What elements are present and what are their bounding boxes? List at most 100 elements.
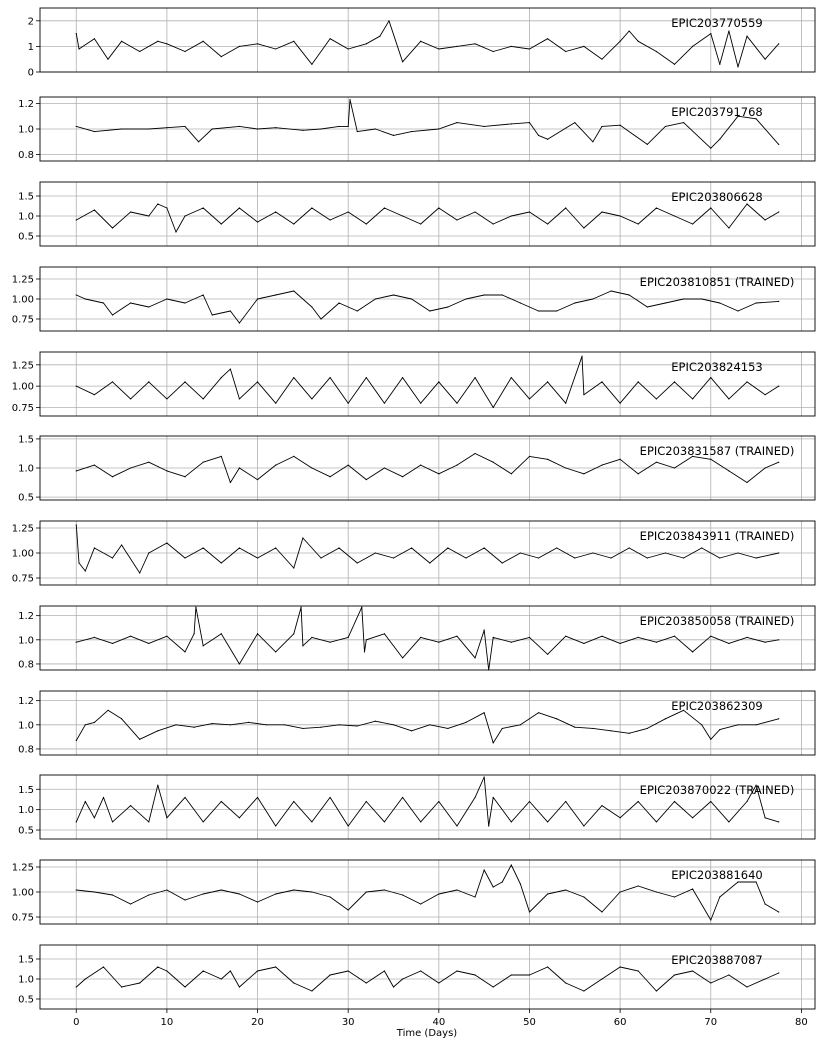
data-point [673, 635, 676, 637]
data-point [673, 974, 676, 976]
data-point [619, 40, 621, 42]
y-tick-label: 0.8 [18, 150, 34, 161]
data-point [93, 891, 95, 893]
data-point [120, 40, 123, 42]
data-point [528, 974, 531, 976]
data-point [764, 394, 766, 396]
data-point [456, 825, 458, 827]
y-tick-label: 1.25 [12, 863, 34, 874]
data-point [474, 974, 476, 976]
y-tick-label: 1.0 [18, 212, 34, 223]
data-point [565, 889, 567, 891]
data-point [682, 122, 685, 124]
panel-1: 0 1 2 EPIC203770559 [28, 7, 816, 79]
data-point [238, 986, 241, 988]
data-point [728, 821, 730, 823]
data-point [528, 122, 531, 124]
data-point [139, 738, 141, 740]
data-point [583, 825, 585, 827]
data-point [338, 302, 340, 304]
data-point [293, 800, 295, 803]
data-point [311, 398, 313, 400]
data-point [247, 721, 250, 723]
data-point [238, 398, 241, 400]
data-point [388, 20, 390, 22]
data-point [392, 986, 395, 988]
data-point [184, 557, 186, 559]
data-point [148, 821, 150, 823]
data-point [592, 727, 594, 730]
data-point [311, 207, 313, 209]
data-point [256, 557, 259, 559]
data-point [755, 724, 757, 726]
data-point [238, 45, 241, 48]
data-point [565, 207, 567, 209]
data-point [347, 402, 349, 404]
data-point [492, 461, 494, 463]
panel-5: 0.75 1.00 1.25 EPIC203824153 [12, 351, 816, 417]
data-point [275, 893, 277, 895]
data-point [338, 125, 340, 128]
data-point [692, 888, 694, 890]
data-point [728, 30, 730, 32]
data-point [601, 381, 603, 383]
data-point [93, 38, 95, 40]
y-tick-label: 1.5 [18, 955, 34, 966]
data-point [456, 45, 458, 48]
data-point [184, 215, 186, 217]
data-point [392, 294, 395, 296]
data-point [401, 894, 404, 896]
data-point [220, 800, 222, 803]
data-point [256, 796, 259, 799]
data-point [510, 641, 512, 643]
data-point [456, 635, 458, 637]
data-point [637, 800, 639, 803]
data-point [610, 557, 612, 559]
data-point [492, 742, 494, 744]
data-point [528, 211, 531, 213]
data-point [664, 552, 667, 554]
data-point [556, 718, 558, 720]
data-point [361, 606, 363, 608]
data-point [202, 970, 204, 972]
panel-title: EPIC203881640 [671, 868, 762, 882]
data-point [184, 651, 186, 653]
x-tick-label: 70 [704, 1017, 717, 1028]
data-point [474, 796, 476, 799]
data-point [778, 552, 780, 554]
data-point [311, 63, 313, 65]
data-point [379, 35, 381, 37]
data-point [275, 402, 277, 404]
data-point [93, 130, 95, 133]
data-point [75, 125, 77, 128]
data-point [302, 727, 304, 730]
panel-2: 0.8 1.0 1.2 EPIC203791768 [18, 96, 816, 162]
data-point [84, 298, 86, 300]
x-tick-label: 50 [523, 1017, 536, 1028]
data-point [420, 636, 422, 638]
data-point [374, 298, 376, 300]
panel-frame [39, 7, 816, 73]
data-point [510, 215, 512, 217]
data-point [275, 966, 277, 968]
data-point [778, 385, 780, 387]
data-point [93, 817, 95, 819]
data-point [610, 730, 612, 732]
data-point [755, 784, 757, 786]
data-point [492, 50, 494, 53]
y-tick-label: 0.5 [18, 826, 34, 837]
data-point [420, 223, 422, 225]
data-point [256, 479, 259, 481]
data-point [701, 547, 703, 549]
y-tick-label: 1.25 [12, 275, 34, 286]
panel-title: EPIC203810851 (TRAINED) [640, 275, 795, 289]
panel-frame [39, 181, 816, 247]
data-point [211, 723, 213, 725]
data-point [583, 642, 585, 645]
data-point [293, 889, 295, 891]
data-point [483, 125, 485, 128]
data-point [166, 635, 168, 637]
data-point [565, 982, 567, 984]
y-tick-label: 1.0 [18, 464, 34, 475]
data-point [365, 891, 367, 893]
